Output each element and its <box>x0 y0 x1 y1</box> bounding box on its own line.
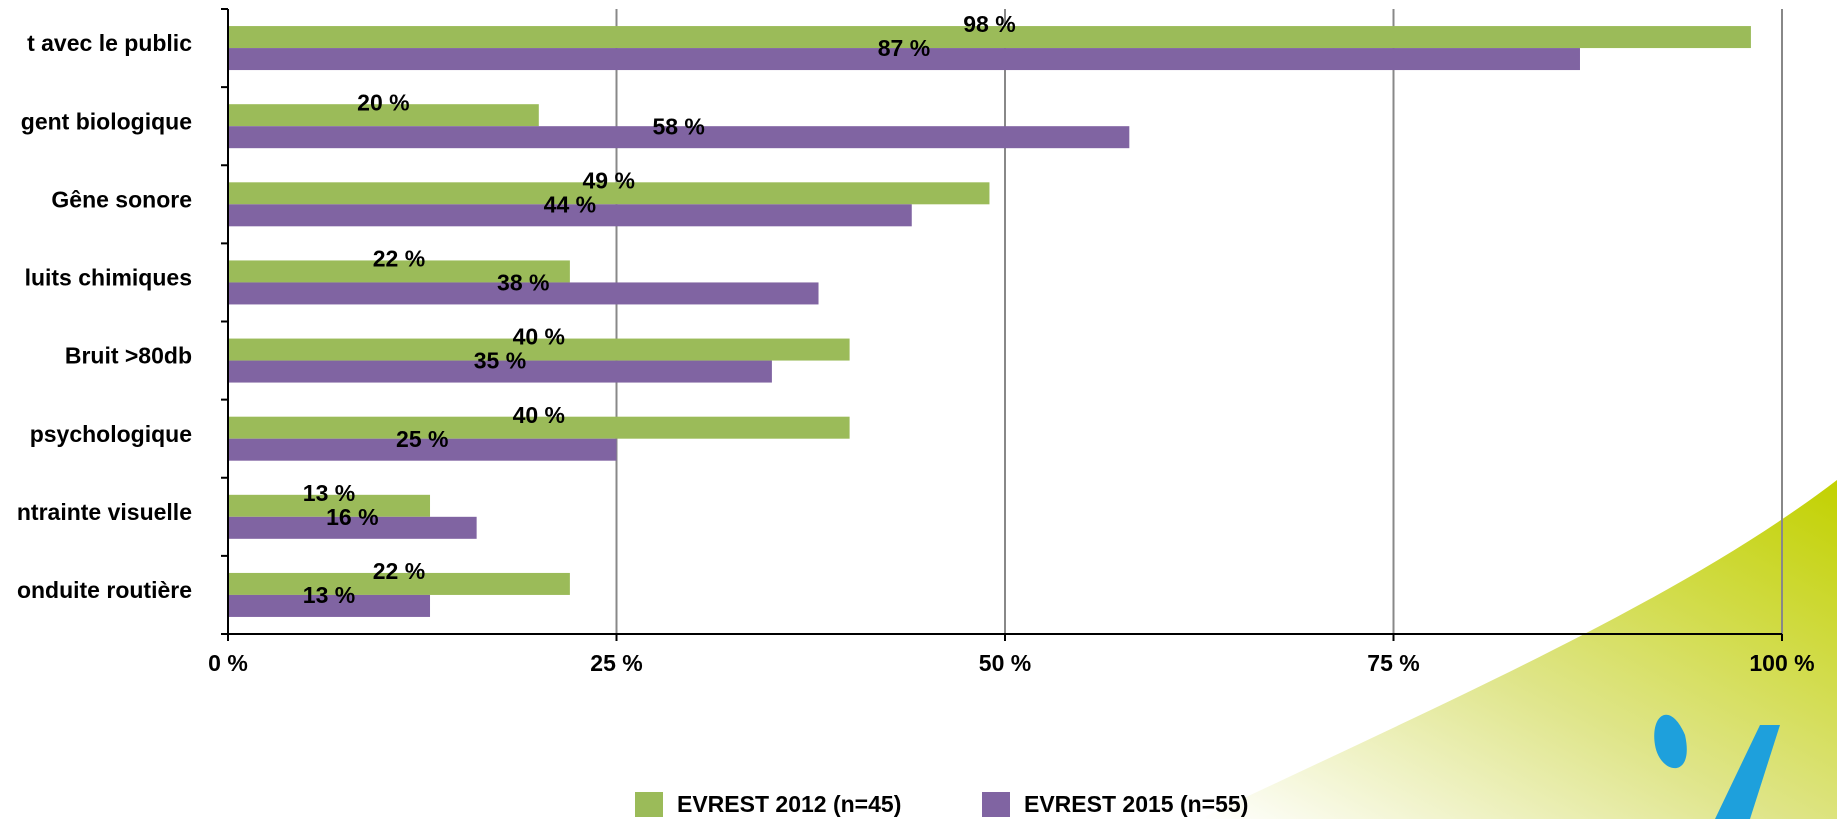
bar <box>228 338 850 361</box>
data-label: 87 % <box>878 35 930 61</box>
x-tick-label: 100 % <box>1749 650 1814 676</box>
x-tick-label: 0 % <box>208 650 248 676</box>
y-tick-label: Gêne sonore <box>51 186 192 212</box>
legend-swatch <box>635 792 663 817</box>
bar <box>228 204 912 227</box>
bar <box>228 516 477 539</box>
decor-dot <box>1654 714 1687 769</box>
decor-stroke <box>1715 725 1780 819</box>
bar <box>228 416 850 439</box>
data-label: 13 % <box>303 582 355 608</box>
data-label: 22 % <box>373 558 425 584</box>
x-tick-label: 50 % <box>979 650 1031 676</box>
data-label: 13 % <box>303 480 355 506</box>
bar <box>228 282 819 305</box>
y-tick-label: onduite routière <box>17 577 192 603</box>
data-label: 20 % <box>357 89 409 115</box>
data-label: 38 % <box>497 270 549 296</box>
y-tick-label: ntrainte visuelle <box>17 499 192 525</box>
bar <box>228 438 617 461</box>
bar <box>228 104 539 127</box>
bar <box>228 26 1751 49</box>
bar <box>228 572 570 595</box>
data-label: 16 % <box>326 504 378 530</box>
data-label: 40 % <box>513 324 565 350</box>
bar <box>228 48 1580 71</box>
data-label: 44 % <box>544 191 596 217</box>
bar <box>228 494 431 517</box>
data-label: 98 % <box>963 11 1015 37</box>
bar <box>228 360 772 383</box>
data-label: 22 % <box>373 246 425 272</box>
y-tick-label: luits chimiques <box>25 265 192 291</box>
y-tick-label: gent biologique <box>21 108 192 134</box>
data-label: 40 % <box>513 402 565 428</box>
legend-label: EVREST 2012 (n=45) <box>677 791 901 817</box>
x-tick-label: 75 % <box>1367 650 1419 676</box>
x-tick-label: 25 % <box>590 650 642 676</box>
data-label: 25 % <box>396 426 448 452</box>
y-tick-label: Bruit >80db <box>65 343 192 369</box>
data-label: 58 % <box>652 113 704 139</box>
legend-swatch <box>982 792 1010 817</box>
data-label: 49 % <box>583 167 635 193</box>
bar <box>228 182 990 205</box>
bar <box>228 260 570 283</box>
y-tick-label: t avec le public <box>27 30 192 56</box>
bar <box>228 126 1130 149</box>
bar <box>228 594 431 617</box>
legend-label: EVREST 2015 (n=55) <box>1024 791 1248 817</box>
y-tick-label: psychologique <box>30 421 192 447</box>
data-label: 35 % <box>474 348 526 374</box>
